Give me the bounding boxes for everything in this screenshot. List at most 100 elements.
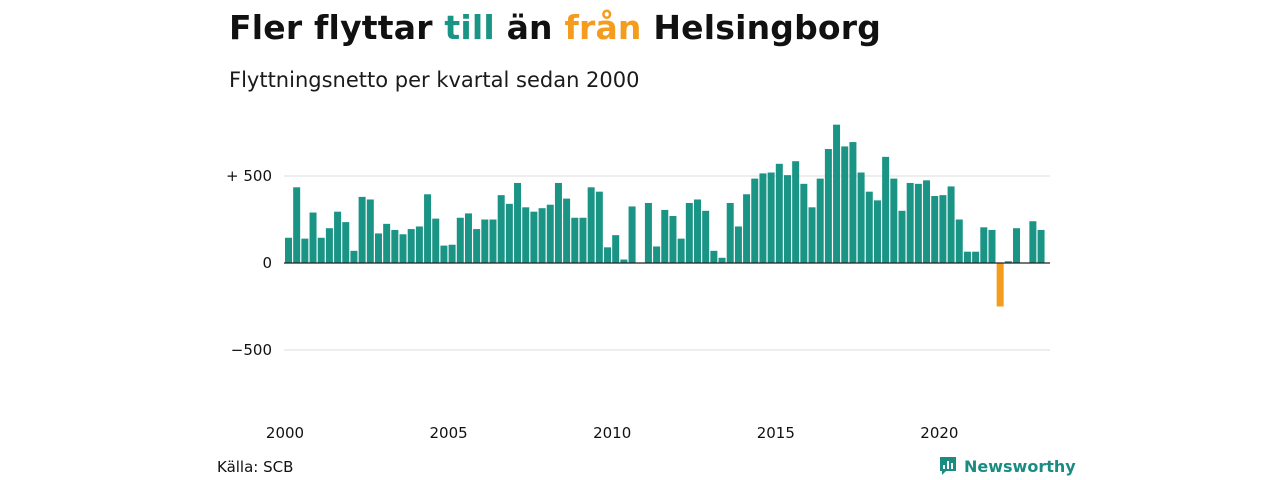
title-part-3: än [494,8,565,47]
bar [841,146,849,263]
bar [775,163,783,263]
bar [833,124,841,263]
bar [890,178,898,263]
grid-lines [284,175,1050,351]
bar [546,204,554,263]
bar [743,194,751,263]
bar [464,213,472,263]
brand-name: Newsworthy [964,456,1076,476]
bar [849,142,857,263]
y-tick-label: −500 [231,341,272,359]
title-part-5: Helsingborg [641,8,882,47]
bar [317,237,325,263]
bar [865,191,873,263]
bar [669,216,677,263]
bar [415,226,423,263]
source-note: Källa: SCB [217,458,294,476]
page-title: Fler flyttar till än från Helsingborg [229,8,881,47]
bar [530,211,538,263]
bar [309,212,317,263]
x-tick-label: 2005 [430,424,468,442]
bar [571,217,579,263]
bar [963,251,971,263]
bar [923,180,931,263]
x-tick-label: 2000 [266,424,304,442]
bar [563,198,571,263]
brand-logo: Newsworthy [938,455,1076,477]
bar [816,178,824,263]
bar [694,199,701,263]
bar [1037,229,1045,263]
bar [604,247,612,263]
bar [424,194,432,263]
bar [1013,228,1021,263]
bar [432,218,440,263]
bar [800,183,808,263]
bar [955,219,963,263]
bar [1029,221,1037,263]
bar [505,203,513,263]
x-tick-label: 2015 [757,424,795,442]
bar [873,200,881,263]
newsworthy-logo-icon [940,457,956,475]
bar [980,227,988,263]
bar [939,195,947,263]
bar [334,211,342,263]
bar [702,210,710,263]
bar [293,187,301,263]
bar [587,187,595,263]
bar [710,250,718,263]
bar [407,229,415,263]
y-tick-label: 0 [262,254,272,272]
bars [284,124,1050,307]
bar [914,183,922,263]
bar [653,246,661,263]
bar [734,226,742,263]
bar [301,238,309,263]
bar [644,202,652,263]
bar [473,229,481,263]
bar [996,263,1004,307]
bar [440,245,448,263]
bar [857,172,865,263]
bar [325,228,333,263]
bar [931,196,939,263]
bar [677,238,685,263]
bar [579,217,587,263]
bar [399,234,407,263]
bar [522,207,530,263]
bar [538,208,546,263]
title-part-1: Fler flyttar [229,8,445,47]
bar [685,202,693,263]
bar [497,195,505,263]
bar [751,178,759,263]
bar [1004,261,1012,263]
bar [783,175,791,263]
bar [448,244,456,263]
bar [374,233,382,263]
bar [285,237,292,263]
bar [391,229,399,263]
bar [988,229,996,263]
x-tick-label: 2020 [920,424,958,442]
bar [972,251,980,263]
bar [947,186,955,263]
bar [898,210,906,263]
bar [661,209,669,263]
bar [767,172,775,263]
chart-subtitle: Flyttningsnetto per kvartal sedan 2000 [229,68,640,92]
bar [620,259,628,263]
bar [481,219,489,263]
bar [612,235,620,263]
x-tick-labels: 2000 2005 2010 2015 2020 [266,424,959,442]
bar [554,182,562,263]
bar [366,199,374,263]
bar [906,182,914,263]
bar [342,222,350,263]
title-highlight-fran: från [564,8,642,47]
bar [489,219,497,263]
bar [628,206,636,263]
bar [718,257,726,263]
bar [383,223,391,263]
